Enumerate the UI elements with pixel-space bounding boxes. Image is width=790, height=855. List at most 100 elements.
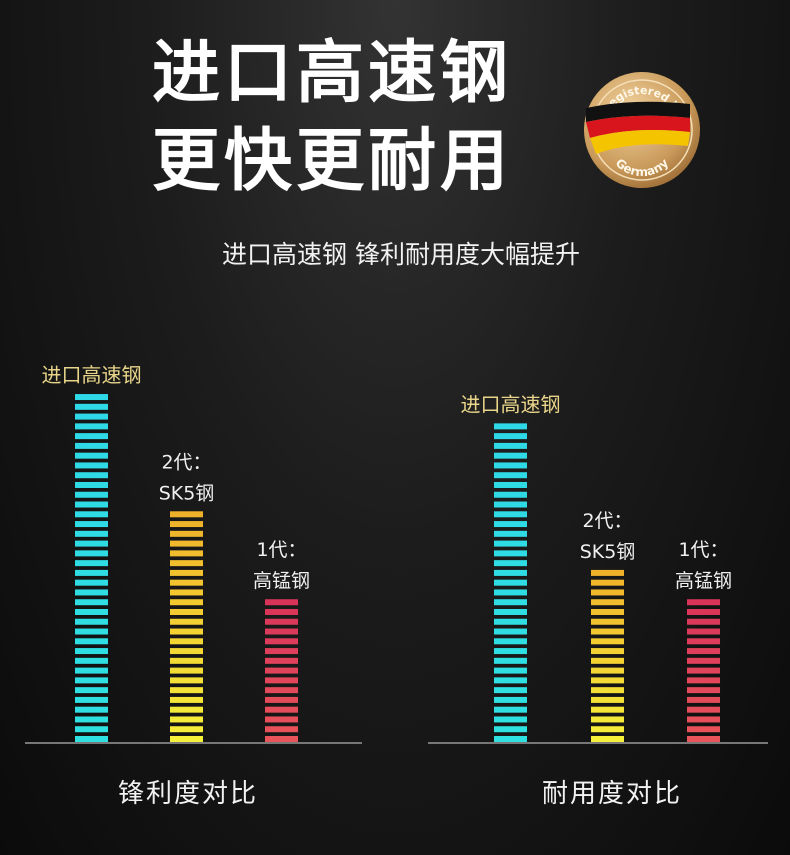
bar-segment: [170, 579, 203, 586]
bar-segment: [170, 521, 203, 528]
bar-segment: [75, 394, 108, 401]
bar-segment: [687, 716, 720, 723]
bar-segment: [591, 589, 624, 596]
bar-1: [75, 394, 108, 742]
bar-segment: [170, 628, 203, 635]
bar-segment: [494, 657, 527, 664]
bar-segment: [687, 599, 720, 606]
bar-segment: [494, 481, 527, 488]
category-label: 1代：: [256, 539, 306, 561]
category-label: 进口高速钢: [42, 363, 142, 387]
bar-segment: [265, 736, 298, 742]
bar-segment: [687, 648, 720, 655]
bar-segment: [591, 716, 624, 723]
bar-segment: [687, 608, 720, 615]
bar-segment: [591, 608, 624, 615]
bar-1: [494, 423, 527, 742]
bar-segment: [494, 726, 527, 733]
category-label: SK5钢: [580, 541, 636, 563]
bar-segment: [170, 657, 203, 664]
bar-segment: [494, 618, 527, 625]
bar-segment: [494, 540, 527, 547]
chart-title: 锋利度对比: [118, 779, 258, 809]
bar-segment: [687, 638, 720, 645]
bar-segment: [687, 687, 720, 694]
bar-segment: [75, 403, 108, 410]
bar-segment: [494, 521, 527, 528]
bar-segment: [591, 696, 624, 703]
bar-segment: [75, 550, 108, 557]
bar-segment: [170, 648, 203, 655]
bar-segment: [494, 696, 527, 703]
bar-segment: [75, 736, 108, 742]
bar-segment: [591, 677, 624, 684]
bar-segment: [591, 638, 624, 645]
bar-3: [265, 599, 298, 742]
bar-segment: [75, 462, 108, 469]
bar-segment: [170, 638, 203, 645]
bar-segment: [494, 550, 527, 557]
category-label: 高锰钢: [675, 570, 732, 592]
bar-segment: [687, 618, 720, 625]
bar-segment: [687, 706, 720, 713]
bar-segment: [687, 667, 720, 674]
bar-segment: [591, 599, 624, 606]
bar-segment: [494, 472, 527, 479]
bar-segment: [75, 501, 108, 508]
bar-segment: [170, 608, 203, 615]
bar-segment: [75, 706, 108, 713]
bar-segment: [494, 579, 527, 586]
bar-segment: [170, 530, 203, 537]
bar-segment: [170, 560, 203, 567]
german-flag-icon: [586, 101, 690, 154]
bar-segment: [687, 628, 720, 635]
bar-segment: [494, 706, 527, 713]
bar-segment: [265, 648, 298, 655]
bar-segment: [494, 628, 527, 635]
bar-segment: [687, 736, 720, 742]
bar-segment: [75, 687, 108, 694]
category-label: 2代：: [161, 451, 211, 473]
bar-segment: [494, 589, 527, 596]
bar-segment: [494, 462, 527, 469]
bar-segment: [494, 511, 527, 518]
bar-segment: [170, 736, 203, 742]
bar-segment: [687, 677, 720, 684]
bar-segment: [687, 726, 720, 733]
bar-segment: [75, 560, 108, 567]
headline-line-1: 进口高速钢: [152, 34, 513, 113]
category-label: 进口高速钢: [461, 392, 561, 416]
bar-segment: [591, 726, 624, 733]
bar-segment: [170, 511, 203, 518]
bar-segment: [170, 550, 203, 557]
bar-segment: [265, 687, 298, 694]
bar-segment: [591, 687, 624, 694]
bar-segment: [75, 677, 108, 684]
bar-segment: [75, 472, 108, 479]
bar-segment: [75, 726, 108, 733]
category-label: 2代：: [582, 510, 632, 532]
bar-segment: [170, 540, 203, 547]
bar-segment: [494, 687, 527, 694]
svg-text:Germany: Germany: [613, 156, 671, 179]
bar-segment: [75, 530, 108, 537]
bar-3: [687, 599, 720, 742]
bar-segment: [494, 501, 527, 508]
bar-segment: [75, 628, 108, 635]
bar-segment: [265, 716, 298, 723]
bar-2: [170, 511, 203, 742]
bar-2: [591, 569, 624, 742]
bar-segment: [687, 657, 720, 664]
bar-segment: [75, 540, 108, 547]
category-label: SK5钢: [159, 482, 215, 504]
bar-segment: [265, 599, 298, 606]
bar-segment: [591, 579, 624, 586]
bar-segment: [75, 589, 108, 596]
bar-segment: [75, 657, 108, 664]
bar-segment: [170, 677, 203, 684]
bar-segment: [591, 736, 624, 742]
bar-segment: [494, 638, 527, 645]
